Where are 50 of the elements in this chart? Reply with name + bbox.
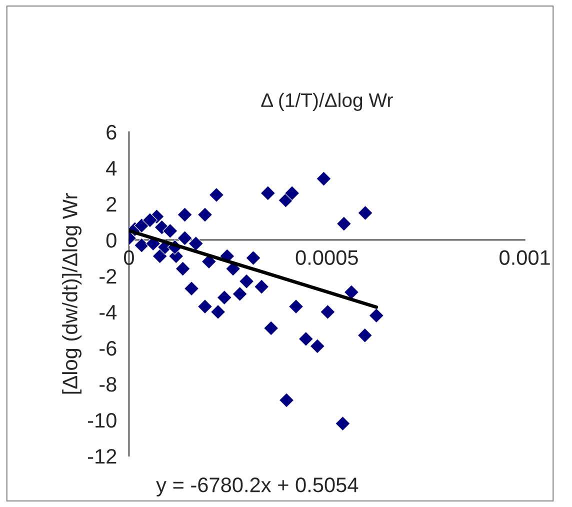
point — [254, 279, 270, 294]
chart-title: Δ (1/T)/Δlog Wr — [261, 92, 393, 111]
point — [320, 304, 336, 320]
point — [368, 308, 384, 324]
point — [188, 236, 204, 252]
point — [208, 187, 224, 202]
point — [335, 416, 350, 432]
point — [246, 250, 261, 266]
x-tick-label: 0.001 — [500, 250, 550, 265]
point — [278, 392, 294, 408]
point — [288, 299, 304, 314]
point — [197, 299, 213, 314]
y-tick-label: -4 — [100, 305, 117, 320]
y-tick-label: -10 — [88, 412, 116, 428]
y-axis-title: [Δlog (dw/dt)]/Δlog Wr — [62, 193, 82, 394]
point — [177, 207, 192, 222]
point — [210, 304, 226, 320]
point — [298, 331, 314, 347]
point — [197, 207, 213, 222]
point — [278, 192, 294, 208]
point — [238, 274, 254, 289]
point — [344, 284, 359, 300]
point — [310, 338, 325, 354]
point — [184, 280, 200, 296]
point — [134, 238, 150, 253]
y-tick-label: -6 — [100, 340, 116, 356]
y-tick-label: 0 — [106, 232, 116, 248]
text: y = -6780.2x + 0.5054 — [156, 478, 358, 496]
point — [175, 261, 190, 276]
point — [264, 320, 279, 336]
point — [232, 286, 248, 302]
y-tick-label: 2 — [106, 196, 116, 212]
point — [162, 223, 178, 239]
y-tick-label: -2 — [100, 268, 116, 284]
point — [142, 212, 158, 228]
x-tick-label: 0.0005 — [296, 250, 358, 265]
point — [152, 248, 168, 264]
point — [358, 205, 373, 221]
y-tick-label: 4 — [106, 161, 117, 176]
y-tick-label: 6 — [106, 124, 116, 140]
point — [216, 290, 232, 306]
point — [357, 328, 372, 343]
y-tick-label: -12 — [88, 448, 116, 464]
point — [177, 230, 192, 246]
point — [134, 218, 150, 234]
point — [284, 186, 300, 201]
point — [336, 216, 352, 232]
point — [316, 171, 332, 186]
point — [260, 186, 276, 201]
y-tick-label: -8 — [100, 376, 116, 392]
